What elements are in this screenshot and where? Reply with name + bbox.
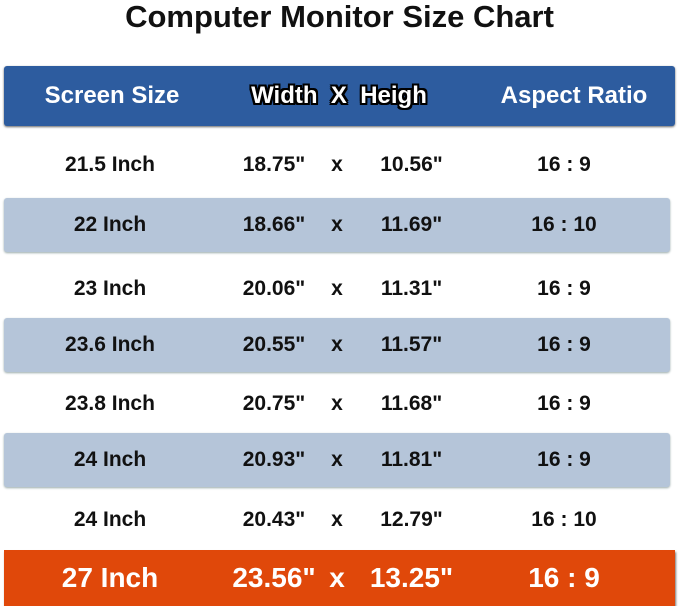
width-cell: 20.93" bbox=[242, 448, 306, 471]
aspect-ratio-cell: 16 : 9 bbox=[537, 392, 591, 415]
screen-size-cell: 24 Inch bbox=[73, 508, 147, 531]
width-cell: 18.75" bbox=[242, 153, 306, 176]
aspect-ratio-cell: 16 : 9 bbox=[528, 562, 600, 593]
screen-size-cell: 27 Inch bbox=[61, 562, 159, 593]
width-cell: 20.43" bbox=[242, 508, 306, 531]
width-cell: 20.75" bbox=[242, 392, 306, 415]
aspect-ratio-cell: 16 : 9 bbox=[537, 153, 591, 176]
aspect-ratio-cell: 16 : 9 bbox=[537, 277, 591, 300]
table-row: 23.6 Inch 20.55" x 11.57" 16 : 9 bbox=[4, 318, 670, 372]
height-cell: 11.31" bbox=[380, 277, 443, 300]
height-cell: 10.56" bbox=[380, 153, 443, 176]
aspect-ratio-cell: 16 : 9 bbox=[537, 333, 591, 356]
screen-size-cell: 23.8 Inch bbox=[65, 392, 155, 415]
times-sign: x bbox=[329, 562, 345, 593]
times-sign: x bbox=[331, 392, 343, 415]
times-sign: x bbox=[331, 213, 343, 236]
aspect-ratio-cell: 16 : 9 bbox=[537, 448, 591, 471]
screen-size-cell: 24 Inch bbox=[73, 448, 147, 471]
times-sign: x bbox=[331, 508, 343, 531]
times-sign: x bbox=[331, 333, 343, 356]
table-row: 22 Inch 18.66" x 11.69" 16 : 10 bbox=[4, 198, 670, 252]
table-row: 24 Inch 20.43" x 12.79" 16 : 10 bbox=[4, 493, 670, 547]
table-header: Screen Size Width X Heigh Aspect Ratio bbox=[4, 66, 675, 126]
width-cell: 20.06" bbox=[242, 277, 306, 300]
table-row: 21.5 Inch 18.75" x 10.56" 16 : 9 bbox=[4, 138, 670, 192]
height-cell: 11.69" bbox=[380, 213, 443, 236]
table-row: 23.8 Inch 20.75" x 11.68" 16 : 9 bbox=[4, 377, 670, 431]
table-row-highlighted: 27 Inch 23.56" x 13.25" 16 : 9 bbox=[4, 550, 675, 606]
screen-size-cell: 23.6 Inch bbox=[65, 333, 155, 356]
screen-size-cell: 22 Inch bbox=[73, 213, 147, 236]
screen-size-cell: 21.5 Inch bbox=[65, 153, 155, 176]
width-cell: 18.66" bbox=[242, 213, 306, 236]
header-width-height: Width X Heigh bbox=[251, 82, 427, 109]
screen-size-cell: 23 Inch bbox=[73, 277, 147, 300]
height-cell: 11.81" bbox=[380, 448, 443, 471]
height-cell: 11.57" bbox=[380, 333, 443, 356]
aspect-ratio-cell: 16 : 10 bbox=[531, 508, 597, 531]
height-cell: 11.68" bbox=[380, 392, 443, 415]
table-row: 23 Inch 20.06" x 11.31" 16 : 9 bbox=[4, 262, 670, 316]
header-aspect-ratio: Aspect Ratio bbox=[500, 82, 648, 109]
header-screen-size: Screen Size bbox=[44, 82, 180, 109]
table-row: 24 Inch 20.93" x 11.81" 16 : 9 bbox=[4, 433, 670, 487]
times-sign: x bbox=[331, 153, 343, 176]
width-cell: 20.55" bbox=[242, 333, 306, 356]
aspect-ratio-cell: 16 : 10 bbox=[531, 213, 597, 236]
height-cell: 12.79" bbox=[380, 508, 443, 531]
times-sign: x bbox=[331, 277, 343, 300]
page-title: Computer Monitor Size Chart bbox=[125, 0, 554, 34]
height-cell: 13.25" bbox=[369, 562, 454, 593]
width-cell: 23.56" bbox=[232, 562, 316, 593]
times-sign: x bbox=[331, 448, 343, 471]
